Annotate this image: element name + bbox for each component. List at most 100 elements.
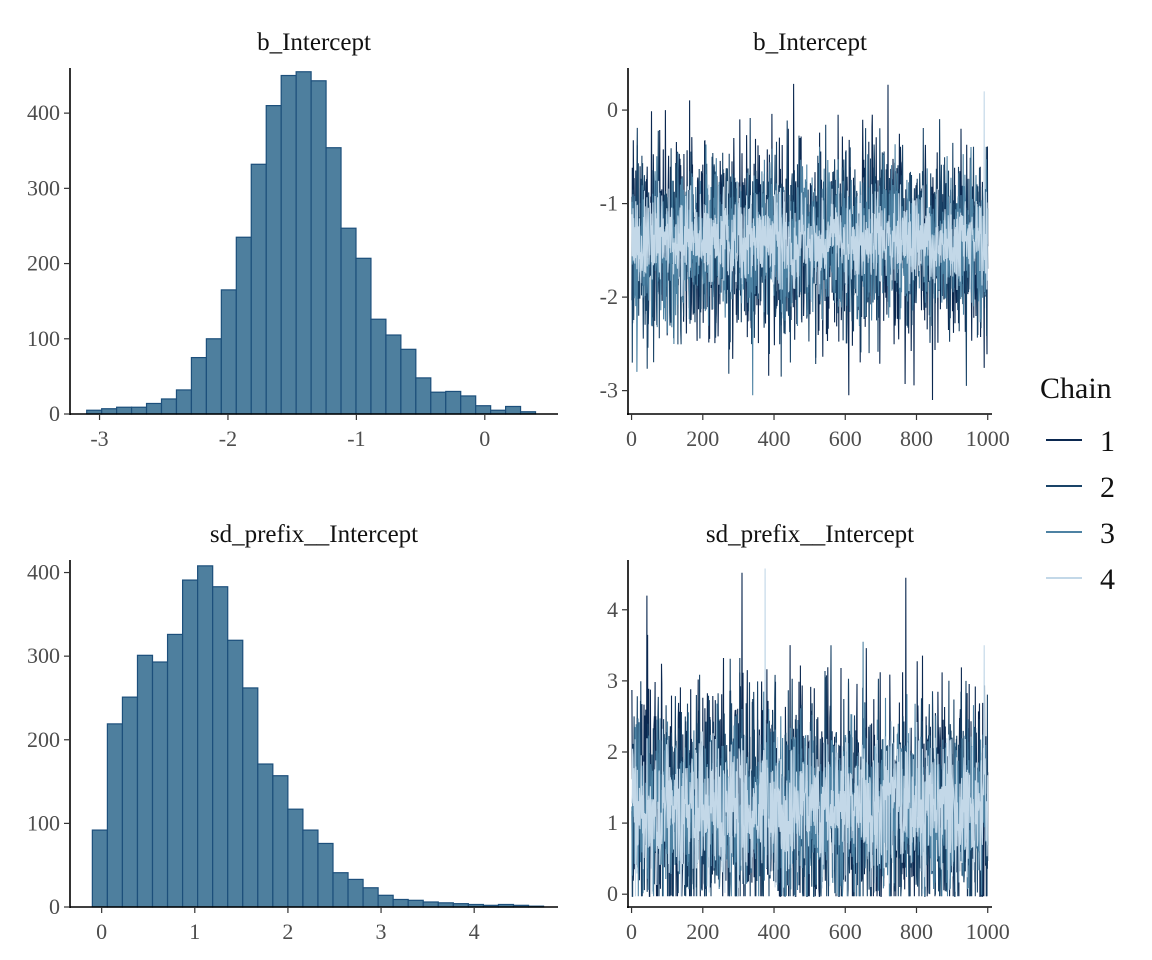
- histogram-bar: [325, 147, 342, 415]
- histogram-bar: [415, 377, 432, 415]
- trace-sd-prefix-intercept: sd_prefix__Intercept 0 1 2 3 4 0 200 400 600 800 1…: [607, 521, 1010, 944]
- histogram-bar: [370, 318, 387, 415]
- x-tick-label: 0: [479, 426, 490, 451]
- trace-lines: [631, 568, 989, 897]
- histogram-bar: [250, 163, 267, 415]
- trace-b-intercept: b_Intercept 0 -1 -2 -3 0 200 400 600 800 1000: [600, 29, 1010, 451]
- histogram-bar: [302, 829, 319, 908]
- histogram-bar: [332, 872, 349, 908]
- x-tick-label: 2: [282, 919, 293, 944]
- x-tick-label: 800: [900, 426, 933, 451]
- panel-title-hist-b-intercept: b_Intercept: [257, 29, 371, 56]
- panel-title-trace-sd-prefix: sd_prefix__Intercept: [706, 521, 914, 548]
- histogram-b-intercept: b_Intercept 0 100 200 300 400 -3 -2 -1 0: [27, 29, 558, 451]
- histogram-bar: [460, 395, 477, 415]
- histogram-bar: [197, 565, 214, 908]
- histogram-bar: [385, 334, 402, 415]
- histogram-bar: [160, 398, 178, 415]
- histogram-bar: [272, 775, 289, 908]
- x-tick-label: 3: [376, 919, 387, 944]
- histogram-bar: [145, 402, 163, 415]
- x-tick-label: 400: [758, 919, 791, 944]
- histogram-bar: [242, 687, 259, 908]
- histogram-sd-prefix-intercept: sd_prefix__Intercept 0 100 200 300 400 0 1 2 3 4: [27, 521, 558, 944]
- histogram-bars: [86, 71, 537, 415]
- y-tick-label: 0: [49, 894, 60, 919]
- legend-label: 1: [1100, 425, 1115, 458]
- y-tick-label: 200: [27, 251, 60, 276]
- y-tick-label: 0: [49, 401, 60, 426]
- histogram-bars: [91, 565, 545, 908]
- x-tick-label: 1000: [966, 919, 1010, 944]
- x-tick-label: 400: [758, 426, 791, 451]
- histogram-bar: [190, 356, 207, 415]
- y-tick-label: 2: [607, 739, 618, 764]
- y-tick-label: 200: [27, 727, 60, 752]
- y-tick-label: 400: [27, 560, 60, 585]
- x-tick-label: 600: [829, 426, 862, 451]
- histogram-bar: [400, 348, 417, 415]
- panel-title-hist-sd-prefix: sd_prefix__Intercept: [210, 521, 418, 548]
- y-tick-label: 3: [607, 668, 618, 693]
- histogram-bar: [136, 654, 154, 908]
- x-tick-label: 1: [189, 919, 200, 944]
- histogram-bar: [430, 391, 447, 415]
- histogram-bar: [91, 829, 108, 908]
- histogram-bar: [130, 406, 148, 415]
- trace-line-chain-4: [631, 568, 989, 897]
- histogram-bar: [116, 406, 133, 415]
- y-tick-label: -2: [600, 284, 618, 309]
- histogram-bar: [235, 236, 252, 415]
- histogram-bar: [355, 257, 372, 415]
- x-tick-label: -1: [347, 426, 365, 451]
- legend-label: 2: [1100, 471, 1115, 504]
- legend-entry-2: 2: [1046, 471, 1115, 504]
- trace-lines: [631, 83, 989, 401]
- histogram-bar: [220, 289, 237, 415]
- legend-entry-3: 3: [1046, 517, 1115, 550]
- x-tick-label: 4: [469, 919, 480, 944]
- y-tick-label: 100: [27, 326, 60, 351]
- histogram-bar: [340, 227, 357, 415]
- histogram-bar: [475, 405, 492, 415]
- histogram-bar: [280, 74, 297, 415]
- y-tick-label: 300: [27, 643, 60, 668]
- x-tick-label: 200: [686, 919, 719, 944]
- legend-label: 3: [1100, 517, 1115, 550]
- x-tick-label: -2: [219, 426, 237, 451]
- histogram-bar: [362, 887, 379, 908]
- histogram-bar: [392, 898, 409, 908]
- histogram-bar: [347, 878, 364, 908]
- histogram-bar: [227, 639, 244, 908]
- histogram-bar: [377, 894, 394, 908]
- histogram-bar: [265, 105, 282, 415]
- legend-title: Chain: [1040, 372, 1112, 405]
- histogram-bar: [166, 633, 184, 908]
- histogram-bar: [310, 80, 327, 415]
- x-tick-label: 600: [829, 919, 862, 944]
- y-tick-label: 0: [607, 881, 618, 906]
- legend-entry-1: 1: [1046, 425, 1115, 458]
- x-tick-label: -3: [90, 426, 108, 451]
- y-tick-label: 4: [607, 597, 618, 622]
- histogram-bar: [151, 661, 169, 908]
- histogram-bar: [287, 808, 304, 908]
- x-tick-label: 0: [626, 919, 637, 944]
- legend-label: 4: [1100, 563, 1115, 596]
- panel-title-trace-b-intercept: b_Intercept: [753, 29, 867, 56]
- y-tick-label: 100: [27, 810, 60, 835]
- x-tick-label: 1000: [966, 426, 1010, 451]
- y-tick-label: 400: [27, 100, 60, 125]
- y-tick-label: 1: [607, 810, 618, 835]
- histogram-bar: [445, 390, 462, 415]
- trace-line-chain-4: [631, 91, 989, 303]
- histogram-bar: [407, 899, 424, 908]
- histogram-bar: [257, 763, 274, 908]
- y-tick-label: 300: [27, 175, 60, 200]
- chain-legend: Chain 1 2 3 4: [1040, 372, 1115, 596]
- histogram-bar: [212, 586, 229, 908]
- histogram-bar: [121, 696, 139, 908]
- x-tick-label: 0: [626, 426, 637, 451]
- histogram-bar: [505, 405, 522, 415]
